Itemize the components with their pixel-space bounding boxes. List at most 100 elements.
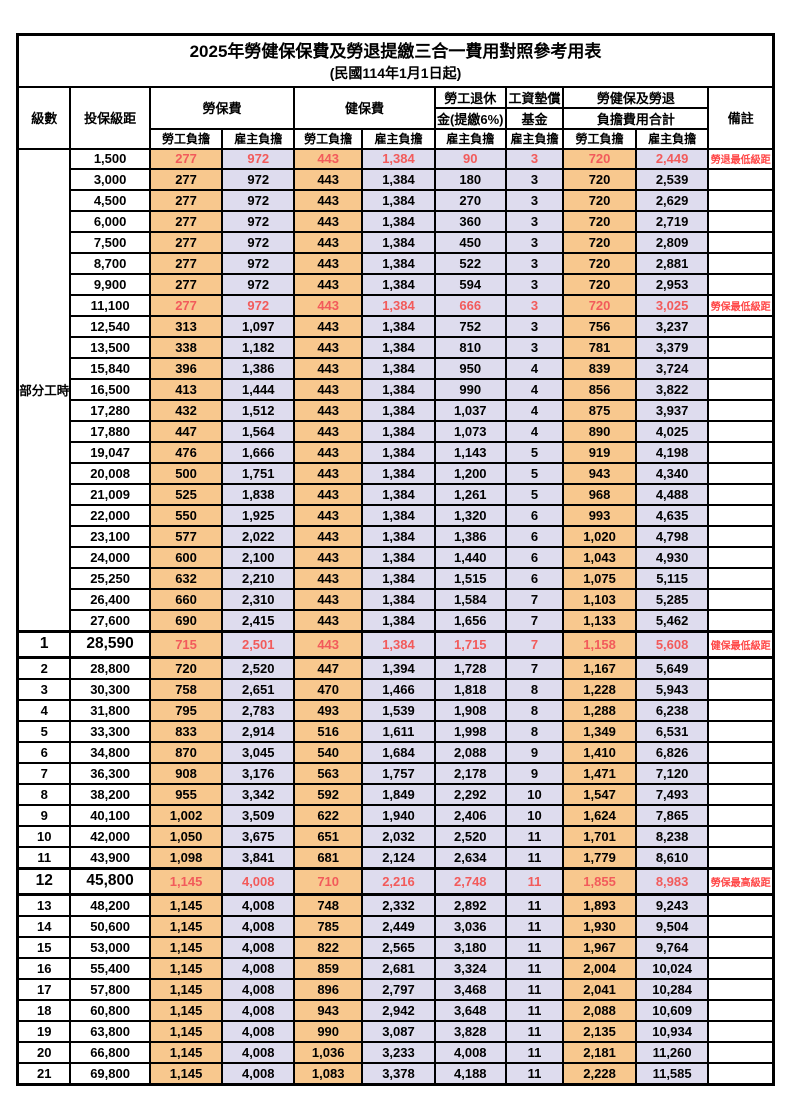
fee-cell: 11 xyxy=(504,935,565,959)
fee-cell: 785 xyxy=(293,914,364,938)
fee-cell: 4,008 xyxy=(221,866,296,896)
remark-cell: 勞退最低級距 xyxy=(707,147,775,171)
fee-cell: 3 xyxy=(504,147,565,171)
fee-cell: 4,008 xyxy=(221,998,296,1022)
table-row: 27,600 690 2,415 443 1,384 1,656 7 1,133 5,462 xyxy=(18,608,775,633)
remark-cell xyxy=(707,252,775,276)
fee-cell: 1,925 xyxy=(221,503,296,527)
fee-cell: 810 xyxy=(433,336,507,360)
fee-cell: 4 xyxy=(504,399,565,423)
fee-cell: 1,036 xyxy=(293,1040,364,1064)
subheader-total-employee: 勞工負擔 xyxy=(562,127,637,150)
level-cell: 9 xyxy=(16,803,72,827)
table-row: 16 55,400 1,145 4,008 859 2,681 3,324 11 2,004 10… xyxy=(16,956,775,980)
level-cell: 20 xyxy=(16,1040,72,1064)
fee-cell: 10,024 xyxy=(634,956,710,980)
fee-cell: 1,384 xyxy=(361,168,436,192)
fee-cell: 1,075 xyxy=(562,566,637,590)
fee-cell: 6 xyxy=(504,524,565,548)
subheader-wage-fund-employer: 雇主負擔 xyxy=(504,127,565,150)
fee-reference-table: 2025年勞健保保費及勞退提繳三合一費用對照參考用表 (民國114年1月1日起)… xyxy=(16,33,775,1086)
level-cell: 17 xyxy=(16,977,72,1001)
fee-cell: 443 xyxy=(293,483,364,506)
fee-cell: 993 xyxy=(562,503,637,527)
fee-cell: 7 xyxy=(504,608,565,633)
fee-cell: 1,539 xyxy=(361,698,436,722)
fee-cell: 1,182 xyxy=(221,336,296,360)
fee-cell: 781 xyxy=(562,336,637,360)
fee-cell: 1,384 xyxy=(361,441,436,465)
fee-cell: 1,751 xyxy=(221,462,296,485)
col-header-bracket: 投保級距 xyxy=(69,85,151,150)
fee-cell: 3 xyxy=(504,273,565,297)
fee-cell: 1,145 xyxy=(148,893,224,917)
fee-cell: 1,386 xyxy=(433,524,507,548)
bracket-cell: 53,000 xyxy=(69,935,151,959)
fee-cell: 11 xyxy=(504,893,565,917)
bracket-cell: 28,590 xyxy=(69,629,151,659)
fee-cell: 443 xyxy=(293,524,364,548)
col-header-health-insurance: 健保費 xyxy=(293,85,436,130)
fee-cell: 1,384 xyxy=(361,587,436,611)
level-cell: 8 xyxy=(16,782,72,806)
fee-cell: 720 xyxy=(148,656,224,680)
fee-cell: 4,008 xyxy=(221,914,296,938)
fee-cell: 720 xyxy=(562,189,637,213)
page-subtitle: (民國114年1月1日起) xyxy=(329,64,462,81)
table-row: 19 63,800 1,145 4,008 990 3,087 3,828 11 2,135 10… xyxy=(16,1019,775,1043)
fee-cell: 443 xyxy=(293,608,364,633)
fee-cell: 1,384 xyxy=(361,357,436,381)
fee-cell: 1,145 xyxy=(148,1019,224,1043)
bracket-cell: 25,250 xyxy=(69,566,151,590)
fee-cell: 1,050 xyxy=(148,824,224,848)
fee-cell: 972 xyxy=(221,252,296,276)
fee-cell: 10 xyxy=(504,782,565,806)
fee-cell: 11 xyxy=(504,998,565,1022)
fee-cell: 6 xyxy=(504,566,565,590)
bracket-cell: 11,100 xyxy=(69,294,151,318)
table-row: 1 28,590 715 2,501 443 1,384 1,715 7 1,158 5,608 健… xyxy=(16,629,775,659)
table-row: 8 38,200 955 3,342 592 1,849 2,292 10 1,547 7,493 xyxy=(16,782,775,806)
fee-cell: 443 xyxy=(293,503,364,527)
fee-cell: 6,826 xyxy=(634,740,710,764)
fee-cell: 715 xyxy=(148,629,224,659)
fee-cell: 1,701 xyxy=(562,824,637,848)
fee-cell: 3 xyxy=(504,168,565,192)
fee-cell: 11,585 xyxy=(634,1061,710,1086)
col-header-wage-fund-line1: 工資墊償 xyxy=(504,85,565,109)
fee-cell: 7 xyxy=(504,587,565,611)
bracket-cell: 55,400 xyxy=(69,956,151,980)
fee-cell: 594 xyxy=(433,273,507,297)
fee-cell: 4 xyxy=(504,357,565,381)
table-row: 13,500 338 1,182 443 1,384 810 3 781 3,379 xyxy=(18,336,775,360)
remark-cell: 勞保最高級距 xyxy=(707,866,775,896)
fee-cell: 3 xyxy=(504,294,565,318)
bracket-cell: 38,200 xyxy=(69,782,151,806)
bracket-cell: 45,800 xyxy=(69,866,151,896)
fee-cell: 1,037 xyxy=(433,399,507,423)
col-header-labor-insurance: 勞保費 xyxy=(148,85,296,130)
table-row: 25,250 632 2,210 443 1,384 1,515 6 1,075 5,115 xyxy=(18,566,775,590)
fee-cell: 443 xyxy=(293,566,364,590)
level-cell: 15 xyxy=(16,935,72,959)
fee-cell: 4 xyxy=(504,378,565,402)
table-row: 21,009 525 1,838 443 1,384 1,261 5 968 4,488 xyxy=(18,483,775,506)
bracket-cell: 22,000 xyxy=(69,503,151,527)
table-row: 13 48,200 1,145 4,008 748 2,332 2,892 11 1,893 9,… xyxy=(16,893,775,917)
remark-cell xyxy=(707,587,775,611)
fee-cell: 972 xyxy=(221,210,296,234)
table-row: 12,540 313 1,097 443 1,384 752 3 756 3,237 xyxy=(18,315,775,339)
fee-cell: 1,384 xyxy=(361,315,436,339)
subheader-pension-employer: 雇主負擔 xyxy=(433,127,507,150)
fee-cell: 3 xyxy=(504,315,565,339)
fee-cell: 1,940 xyxy=(361,803,436,827)
bracket-cell: 24,000 xyxy=(69,545,151,569)
fee-cell: 720 xyxy=(562,273,637,297)
fee-cell: 6 xyxy=(504,503,565,527)
fee-cell: 972 xyxy=(221,273,296,297)
fee-cell: 1,440 xyxy=(433,545,507,569)
remark-cell xyxy=(707,1040,775,1064)
table-row: 20,008 500 1,751 443 1,384 1,200 5 943 4,340 xyxy=(18,462,775,485)
fee-cell: 1,410 xyxy=(562,740,637,764)
part-time-label-cell: 部分工時 xyxy=(16,147,72,633)
